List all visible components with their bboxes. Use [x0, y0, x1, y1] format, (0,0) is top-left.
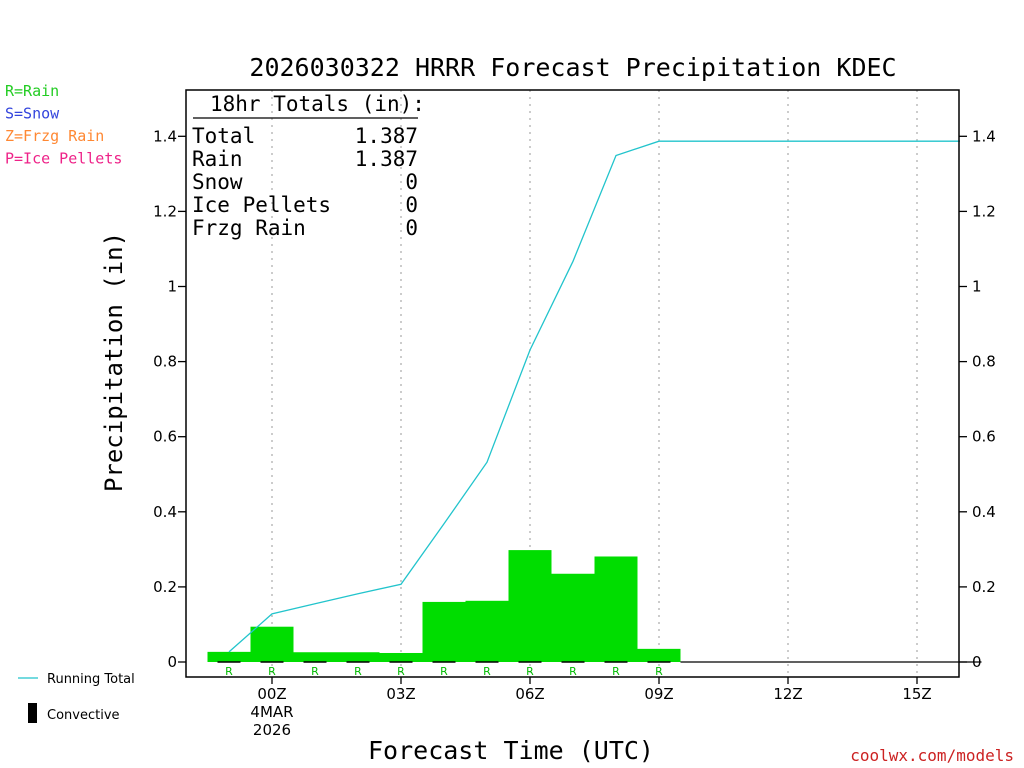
totals-row-value: 0 [405, 193, 418, 217]
x-tick-label: 00Z [257, 685, 286, 703]
precip-bar [508, 550, 552, 662]
precip-bar [250, 626, 294, 662]
totals-row-label: Rain [192, 147, 243, 171]
precip-type-label: R [483, 665, 491, 678]
precip-legend-item: P=Ice Pellets [5, 150, 122, 168]
y-tick-label-left: 1.2 [153, 202, 177, 220]
totals-row-label: Snow [192, 170, 243, 194]
precip-legend-item: S=Snow [5, 105, 60, 123]
y-tick-label-right: 1.2 [972, 202, 996, 220]
convective-legend-swatch [28, 703, 37, 723]
totals-row-value: 1.387 [355, 147, 418, 171]
y-tick-label-left: 0.2 [153, 578, 177, 596]
precip-type-label: R [526, 665, 534, 678]
totals-row-value: 0 [405, 170, 418, 194]
totals-row-value: 1.387 [355, 124, 418, 148]
chart-title: 2026030322 HRRR Forecast Precipitation K… [249, 53, 896, 82]
x-tick-label: 03Z [386, 685, 415, 703]
totals-box: 18hr Totals (in): Total 1.387 Rain 1.387 Sno… [192, 92, 425, 240]
hourly-bars [207, 550, 681, 662]
precip-legend-item: R=Rain [5, 82, 59, 100]
y-axis-label: Precipitation (in) [100, 232, 128, 492]
y-tick-label-left: 0.8 [153, 353, 177, 371]
x-tick-label: 09Z [644, 685, 673, 703]
y-tick-label-right: 0.4 [972, 503, 996, 521]
y-tick-label-right: 0.2 [972, 578, 996, 596]
totals-row-label: Ice Pellets [192, 193, 331, 217]
x-tick-label: 06Z [515, 685, 544, 703]
precip-type-label: R [225, 665, 233, 678]
totals-row-label: Frzg Rain [192, 216, 306, 240]
precip-type-label: R [612, 665, 620, 678]
precip-bar [551, 573, 595, 662]
running-total-legend: Running Total [18, 672, 135, 687]
running-total-legend-label: Running Total [47, 672, 135, 687]
precip-bar [293, 652, 337, 662]
precip-type-label: R [397, 665, 405, 678]
precip-type-label: R [440, 665, 448, 678]
precip-type-label: R [311, 665, 319, 678]
precip-legend-item: Z=Frzg Rain [5, 127, 104, 145]
precip-bar [379, 652, 423, 662]
axes: 0 00.2 0.20.4 0.40.6 0.60.8 0.81 11.2 1.21.4 1.4… [153, 127, 996, 739]
precip-type-legend: R=Rain S=Snow Z=Frzg Rain P=Ice Pellets [5, 82, 122, 168]
totals-header: 18hr Totals (in): [210, 92, 425, 116]
y-tick-label-right: 0.8 [972, 353, 996, 371]
x-tick-date-label: 4MAR [250, 703, 293, 721]
y-tick-label-right: 1.4 [972, 127, 996, 145]
y-tick-label-right: 1 [972, 278, 982, 296]
running-total-line [228, 140, 960, 653]
y-tick-label-left: 0.6 [153, 428, 177, 446]
precip-bar [336, 652, 380, 662]
totals-row-label: Total [192, 124, 255, 148]
convective-legend-label: Convective [47, 708, 120, 723]
credit-text: coolwx.com/models [850, 746, 1014, 765]
precip-type-label: R [268, 665, 276, 678]
y-tick-label-left: 0.4 [153, 503, 177, 521]
precip-bar [465, 600, 509, 662]
precip-bar [637, 648, 681, 662]
x-tick-label: 15Z [902, 685, 931, 703]
y-tick-label-right: 0 [972, 653, 982, 671]
precip-type-label: R [655, 665, 663, 678]
precip-bar [207, 651, 251, 662]
y-tick-label-right: 0.6 [972, 428, 996, 446]
x-axis-label: Forecast Time (UTC) [368, 736, 654, 765]
totals-row-value: 0 [405, 216, 418, 240]
precip-bar [422, 601, 466, 662]
x-tick-label: 12Z [773, 685, 802, 703]
plot-frame [185, 89, 960, 678]
precip-bar [594, 556, 638, 662]
y-tick-label-left: 1.4 [153, 127, 177, 145]
x-tick-date-label: 2026 [253, 721, 291, 739]
y-tick-label-left: 0 [167, 653, 177, 671]
precip-type-label: R [354, 665, 362, 678]
precip-type-label: R [569, 665, 577, 678]
convective-legend: Convective [28, 703, 120, 723]
y-tick-label-left: 1 [167, 278, 177, 296]
